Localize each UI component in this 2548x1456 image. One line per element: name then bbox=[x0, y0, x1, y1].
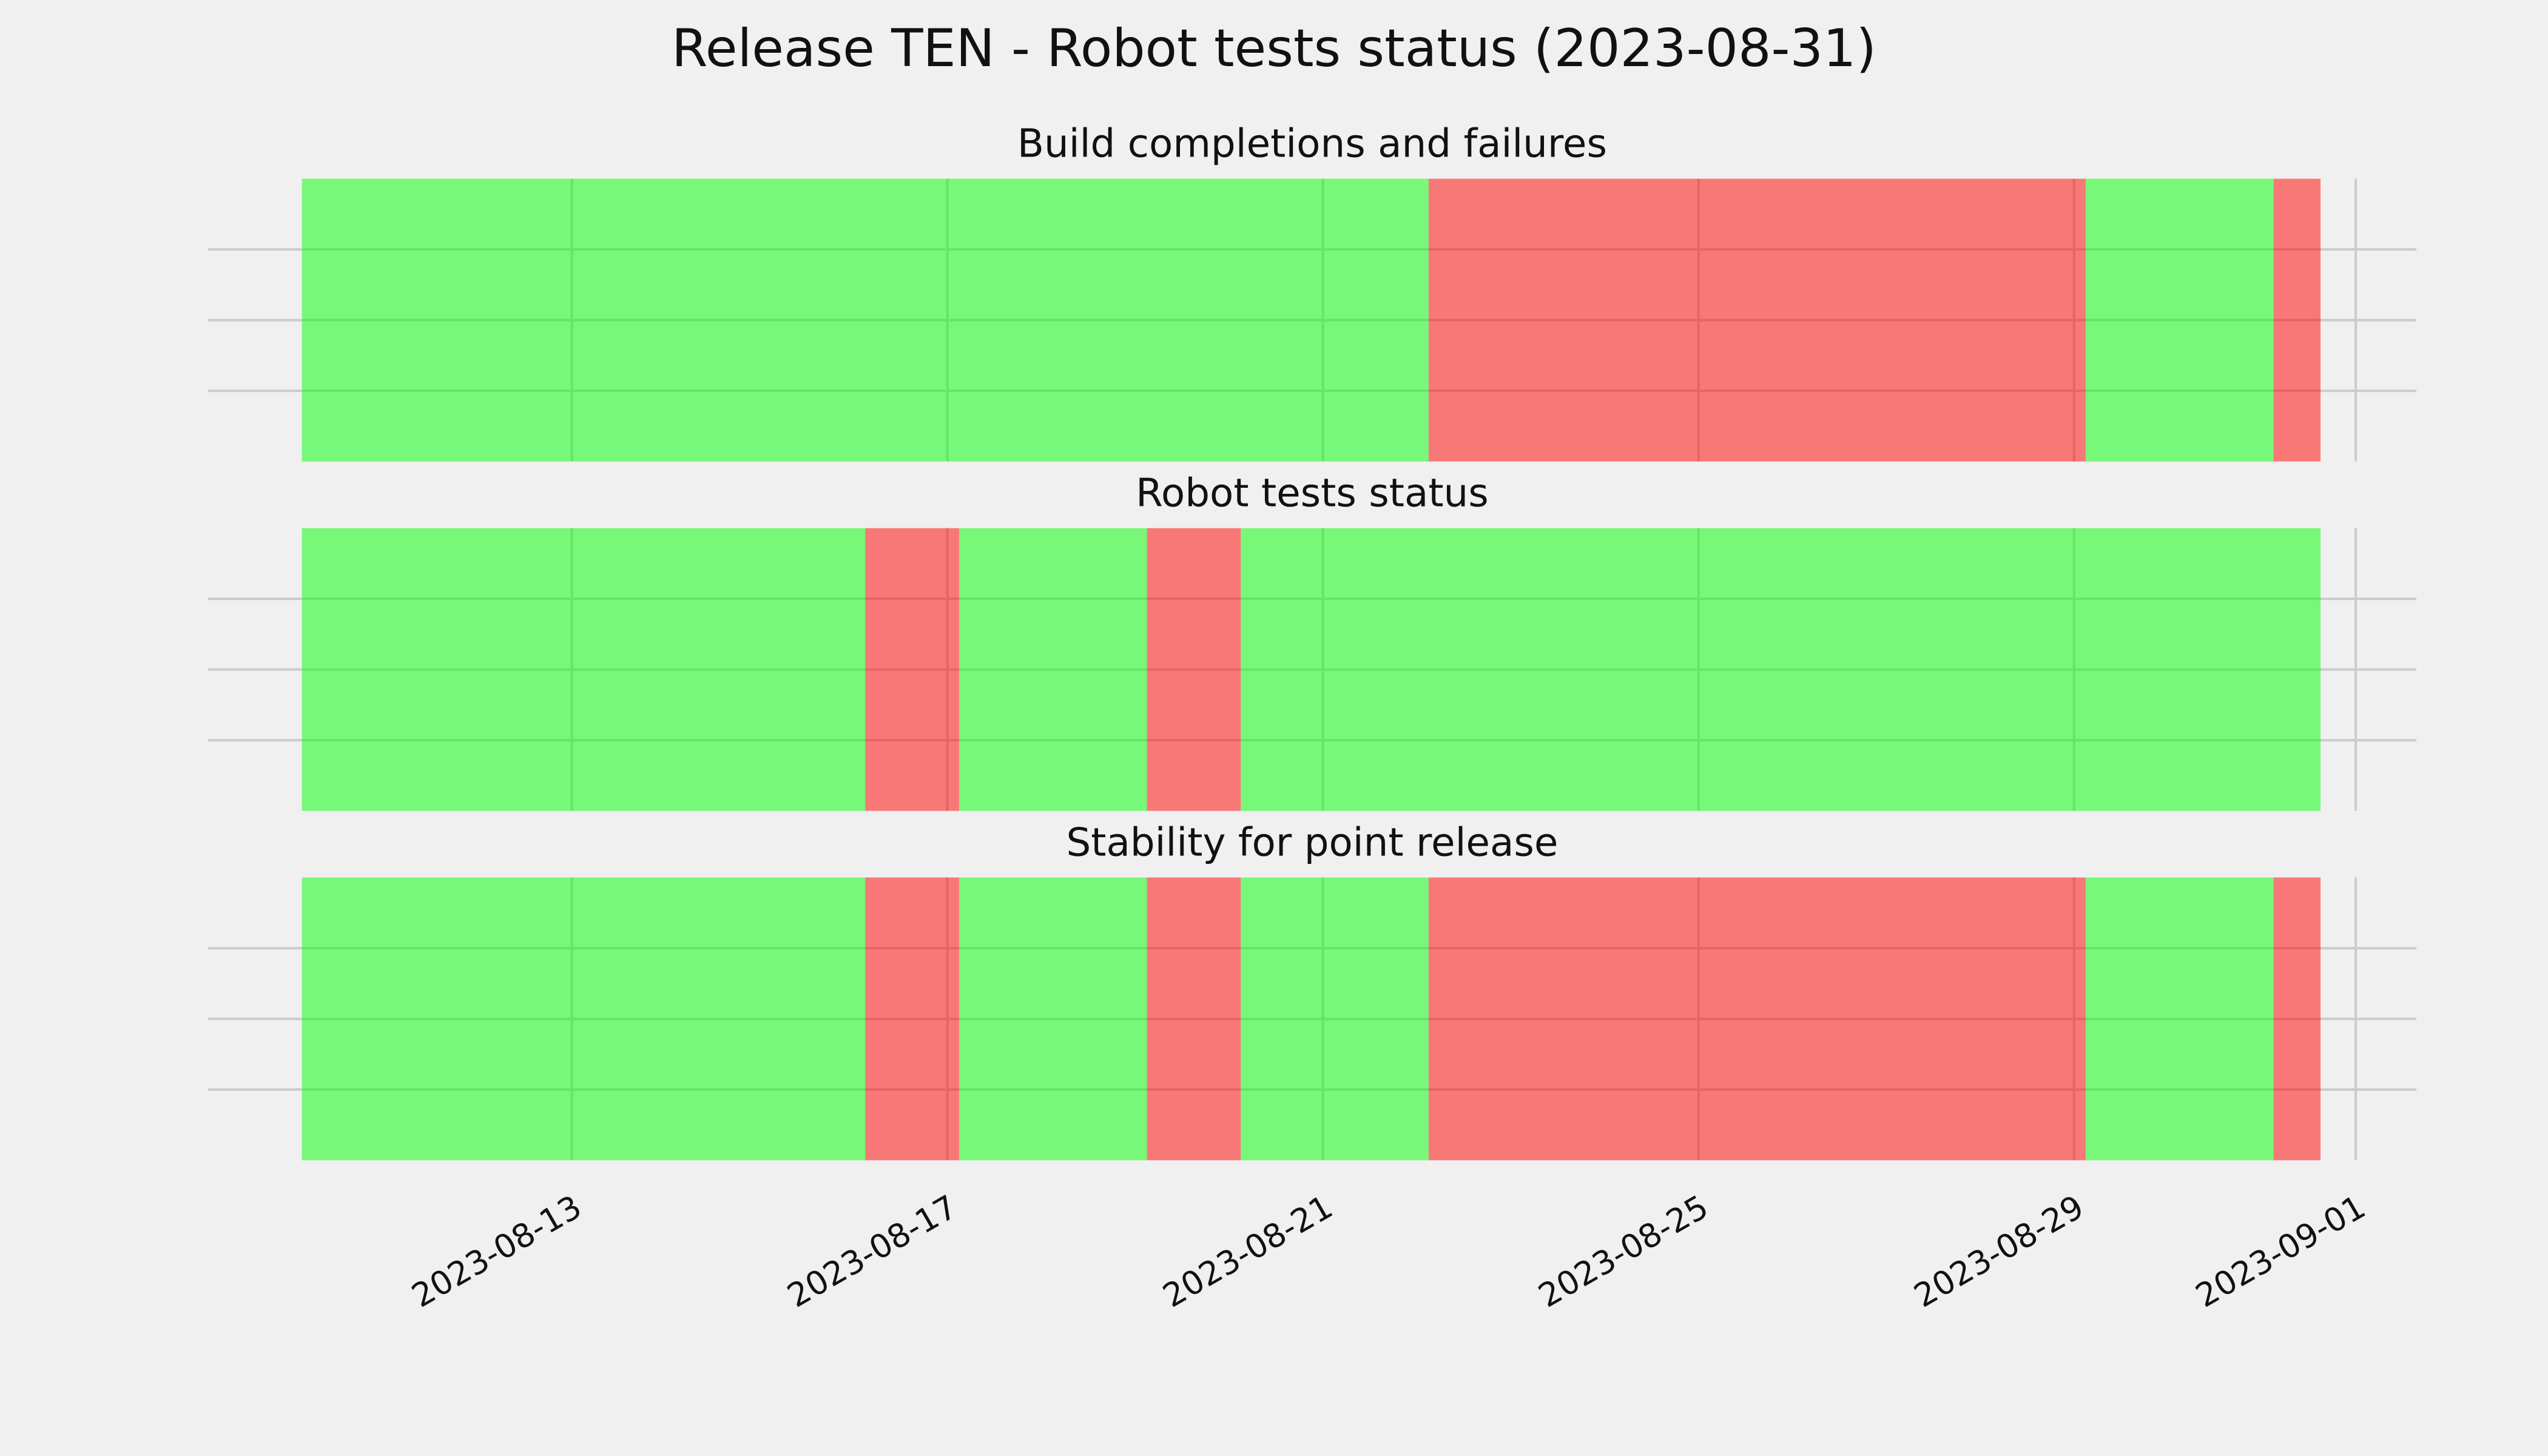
status-span bbox=[2273, 877, 2321, 1161]
panel-title: Stability for point release bbox=[1067, 820, 1559, 865]
status-span bbox=[2086, 877, 2274, 1161]
status-span bbox=[1241, 877, 1429, 1161]
panel-title: Robot tests status bbox=[1136, 471, 1489, 516]
status-span bbox=[959, 528, 1147, 811]
status-span bbox=[2273, 178, 2321, 462]
status-span bbox=[302, 178, 1429, 462]
status-span bbox=[1147, 877, 1241, 1161]
status-span bbox=[1241, 528, 2321, 811]
status-span bbox=[1428, 178, 2086, 462]
status-span bbox=[1428, 877, 2086, 1161]
status-span bbox=[302, 528, 866, 811]
status-span bbox=[2086, 178, 2274, 462]
status-span bbox=[959, 877, 1147, 1161]
status-span bbox=[302, 877, 866, 1161]
status-span bbox=[865, 528, 959, 811]
status-span bbox=[1147, 528, 1241, 811]
chart-title: Release TEN - Robot tests status (2023-0… bbox=[672, 18, 1876, 79]
panel-title: Build completions and failures bbox=[1017, 121, 1607, 167]
status-span bbox=[865, 877, 959, 1161]
